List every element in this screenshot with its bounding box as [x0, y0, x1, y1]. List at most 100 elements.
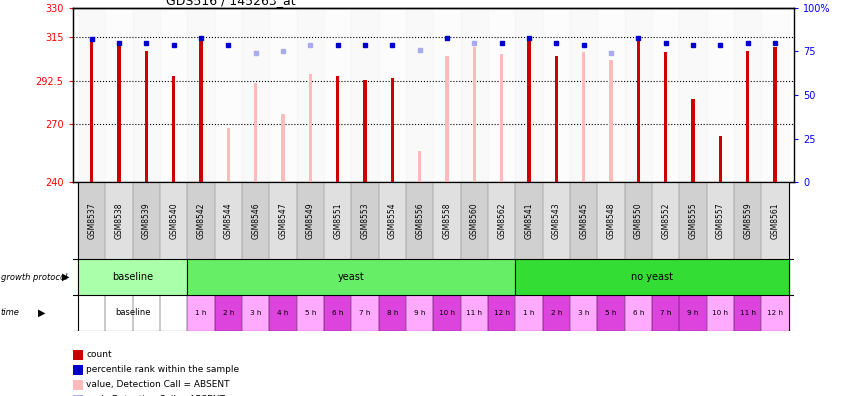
Text: ▶: ▶ [62, 272, 70, 282]
Bar [296, 8, 323, 182]
Bar [405, 295, 432, 331]
Bar [296, 295, 323, 331]
Bar [652, 8, 679, 182]
Bar [488, 182, 515, 259]
Bar [378, 182, 405, 259]
Bar [323, 295, 351, 331]
Text: 3 h: 3 h [250, 310, 261, 316]
Bar [515, 8, 543, 182]
Bar [543, 8, 570, 182]
Text: GSM8560: GSM8560 [469, 202, 479, 239]
Text: GSM8549: GSM8549 [305, 202, 315, 239]
Text: 3 h: 3 h [577, 310, 589, 316]
Bar [543, 295, 570, 331]
Text: GSM8550: GSM8550 [633, 202, 642, 239]
Text: 12 h: 12 h [766, 310, 782, 316]
Bar [461, 182, 488, 259]
Bar [391, 78, 393, 182]
Bar [761, 295, 788, 331]
Text: 6 h: 6 h [632, 310, 643, 316]
Text: count: count [86, 350, 112, 359]
Text: 1 h: 1 h [523, 310, 534, 316]
Bar [378, 295, 405, 331]
Bar [706, 295, 734, 331]
Bar [691, 99, 693, 182]
Bar [269, 182, 296, 259]
Bar [445, 56, 448, 182]
Bar [160, 182, 187, 259]
Bar [432, 182, 461, 259]
Bar [200, 39, 202, 182]
Bar [418, 151, 421, 182]
Text: GSM8546: GSM8546 [251, 202, 260, 239]
Bar [734, 182, 761, 259]
Bar [624, 182, 652, 259]
Bar [527, 37, 530, 182]
Text: yeast: yeast [338, 272, 364, 282]
Bar [187, 182, 214, 259]
Text: 12 h: 12 h [493, 310, 509, 316]
Bar [187, 295, 214, 331]
Bar [624, 8, 652, 182]
Text: no yeast: no yeast [630, 272, 672, 282]
Bar [664, 52, 666, 182]
Text: GSM8543: GSM8543 [551, 202, 560, 239]
Bar [351, 8, 378, 182]
Text: 10 h: 10 h [438, 310, 455, 316]
Bar [706, 182, 734, 259]
Text: 7 h: 7 h [359, 310, 370, 316]
Bar [706, 8, 734, 182]
Bar [582, 52, 584, 182]
Bar [679, 182, 706, 259]
Bar [679, 8, 706, 182]
Bar [761, 182, 788, 259]
Bar [78, 182, 105, 259]
Text: GSM8548: GSM8548 [606, 202, 615, 239]
Bar [624, 295, 652, 331]
Bar [570, 295, 597, 331]
Text: baseline: baseline [115, 308, 150, 317]
Bar [187, 259, 515, 295]
Bar [597, 295, 624, 331]
Text: 1 h: 1 h [195, 310, 206, 316]
Bar [473, 47, 475, 182]
Bar [488, 8, 515, 182]
Bar [515, 295, 543, 331]
Bar [323, 182, 351, 259]
Bar [761, 8, 788, 182]
Bar [227, 128, 229, 182]
Text: GSM8541: GSM8541 [524, 202, 533, 239]
Bar [132, 8, 160, 182]
Text: GSM8553: GSM8553 [360, 202, 369, 239]
Bar [405, 182, 432, 259]
Bar [351, 295, 378, 331]
Bar [132, 182, 160, 259]
Bar [679, 295, 706, 331]
Bar [105, 8, 132, 182]
Text: 6 h: 6 h [332, 310, 343, 316]
Text: 2 h: 2 h [223, 310, 234, 316]
Text: GSM8538: GSM8538 [114, 202, 124, 239]
Bar [241, 295, 269, 331]
Text: GSM8539: GSM8539 [142, 202, 151, 239]
Bar [309, 74, 311, 182]
Text: GSM8544: GSM8544 [223, 202, 233, 239]
Text: GDS516 / 145263_at: GDS516 / 145263_at [166, 0, 296, 7]
Bar [461, 295, 488, 331]
Bar [515, 259, 788, 295]
Bar [78, 259, 187, 295]
Bar [323, 8, 351, 182]
Bar [160, 8, 187, 182]
Bar [609, 60, 612, 182]
Bar [363, 80, 366, 182]
Bar [117, 45, 120, 182]
Text: 7 h: 7 h [659, 310, 670, 316]
Bar [172, 76, 175, 182]
Bar [652, 295, 679, 331]
Text: GSM8562: GSM8562 [496, 202, 506, 239]
Bar [570, 8, 597, 182]
Text: 5 h: 5 h [605, 310, 616, 316]
Bar [734, 295, 761, 331]
Bar [214, 182, 241, 259]
Bar [351, 182, 378, 259]
